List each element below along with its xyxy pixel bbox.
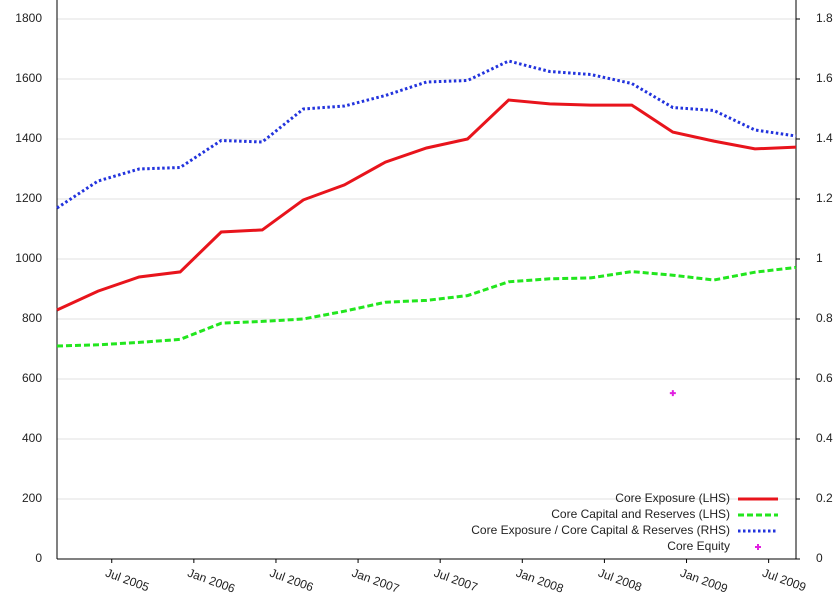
y2-tick-label: 0 (816, 551, 823, 565)
point (669, 390, 676, 397)
y-tick-label: 1800 (15, 11, 42, 25)
y2-tick-label: 0.4 (816, 431, 833, 445)
y-tick-label: 800 (22, 311, 42, 325)
y2-tick-label: 1 (816, 251, 823, 265)
legend-label: Core Capital and Reserves (LHS) (551, 507, 730, 521)
legend-label: Core Exposure (LHS) (615, 491, 730, 505)
y-tick-label: 1000 (15, 251, 42, 265)
y-tick-label: 600 (22, 371, 42, 385)
legend-label: Core Equity (667, 539, 730, 553)
y-tick-label: 400 (22, 431, 42, 445)
series-line (56, 98, 797, 312)
x-tick-label: Jul 2007 (432, 566, 480, 595)
x-tick-label: Jul 2005 (104, 566, 152, 595)
x-tick-label: Jan 2006 (186, 566, 237, 596)
y2-tick-label: 1.2 (816, 191, 833, 205)
y-tick-label: 1600 (15, 71, 42, 85)
y2-tick-label: 1.6 (816, 71, 833, 85)
x-tick-label: Jan 2008 (514, 566, 565, 596)
y-tick-label: 0 (35, 551, 42, 565)
x-tick-label: Jan 2009 (678, 566, 729, 596)
y-tick-label: 1200 (15, 191, 42, 205)
x-tick-label: Jul 2006 (268, 566, 316, 595)
legend-label: Core Exposure / Core Capital & Reserves … (471, 523, 730, 537)
x-tick-label: Jul 2009 (761, 566, 809, 595)
y-tick-label: 1400 (15, 131, 42, 145)
legend-marker (755, 544, 761, 550)
y2-tick-label: 0.6 (816, 371, 833, 385)
y2-tick-label: 0.8 (816, 311, 833, 325)
series-line (56, 59, 797, 210)
series-line (56, 265, 797, 348)
y-tick-label: 200 (22, 491, 42, 505)
y2-tick-label: 0.2 (816, 491, 833, 505)
y2-tick-label: 1.8 (816, 11, 833, 25)
x-tick-label: Jul 2008 (596, 566, 644, 595)
x-tick-label: Jan 2007 (350, 566, 401, 596)
y2-tick-label: 1.4 (816, 131, 833, 145)
